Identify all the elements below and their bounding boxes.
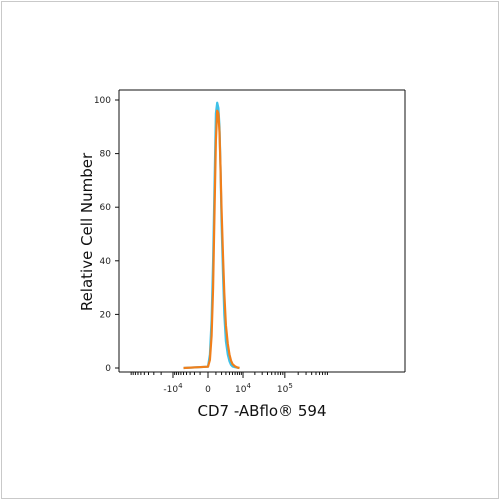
y-tick-label: 100 xyxy=(94,96,111,106)
x-tick-exponent: 5 xyxy=(288,382,292,390)
y-tick-label: 0 xyxy=(105,364,111,374)
axes-layer xyxy=(118,89,406,373)
y-tick-label: 60 xyxy=(100,203,112,213)
histogram-series-2 xyxy=(183,109,240,370)
x-tick-exponent: 4 xyxy=(247,382,252,390)
y-axis-title: Relative Cell Number xyxy=(78,152,96,311)
y-tick-label: 80 xyxy=(100,150,112,160)
x-tick-label: -104 xyxy=(163,382,183,395)
x-tick-label: 0 xyxy=(205,385,211,395)
x-axis-title: CD7 -ABflo® 594 xyxy=(198,402,327,420)
y-tick-label: 20 xyxy=(100,310,112,320)
y-tick-label: 40 xyxy=(100,257,112,267)
series-layer xyxy=(183,101,240,370)
x-tick-exponent: 4 xyxy=(178,382,183,390)
x-tick-label: 105 xyxy=(277,382,293,395)
x-tick-label: 104 xyxy=(235,382,251,395)
